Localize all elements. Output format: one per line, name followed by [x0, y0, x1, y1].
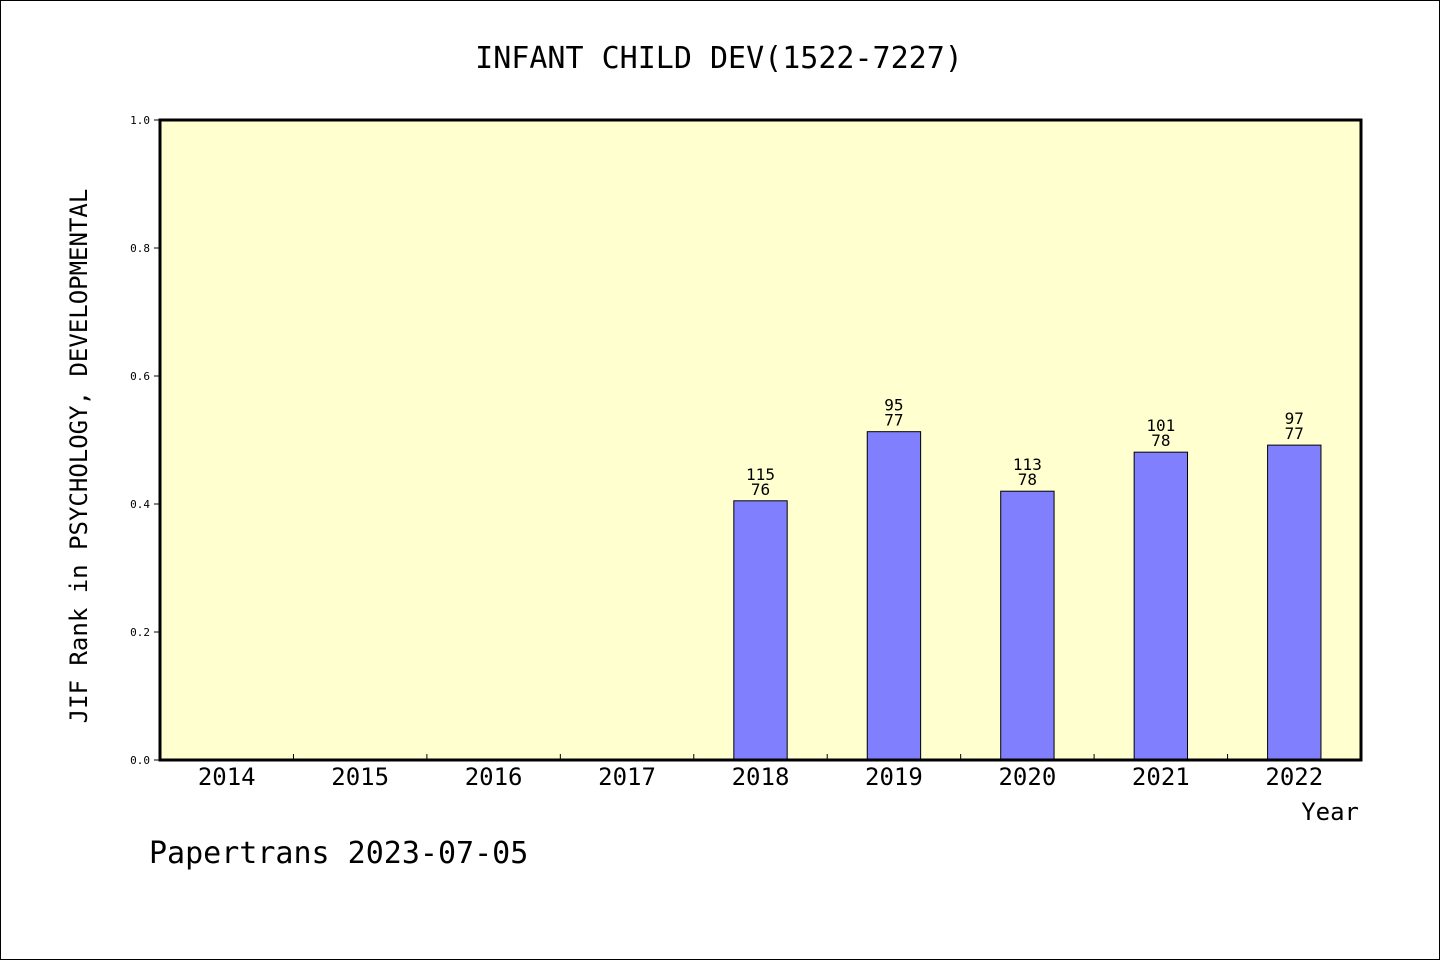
bar-2022: [1267, 444, 1322, 761]
y-tick-label: 0.0: [130, 754, 150, 767]
x-tick-label: 2016: [465, 763, 523, 791]
bar-label-rank: 77: [1285, 424, 1304, 443]
bar-label-rank: 78: [1018, 470, 1037, 489]
x-tick-label: 2020: [998, 763, 1056, 791]
y-tick-label: 1.0: [130, 114, 150, 127]
bar-label-total: 95: [884, 396, 903, 415]
y-tick-label: 0.8: [130, 242, 150, 255]
x-tick-label: 2021: [1132, 763, 1190, 791]
x-tick-label: 2015: [331, 763, 389, 791]
y-axis-label: JIF Rank in PSYCHOLOGY, DEVELOPMENTAL: [65, 189, 93, 724]
x-tick-label: 2018: [732, 763, 790, 791]
bar-label-rank: 78: [1151, 431, 1170, 450]
y-axis-ticks: 0.0 0.2 0.4 0.6 0.8 1.0: [130, 114, 160, 767]
x-axis-label: Year: [1301, 798, 1359, 826]
x-tick-label: 2022: [1265, 763, 1323, 791]
x-tick-label: 2014: [198, 763, 256, 791]
y-tick-label: 0.6: [130, 370, 150, 383]
bar-label-total: 113: [1013, 455, 1042, 474]
plot-frame: [158, 118, 1363, 762]
x-axis-ticks: 2014 2015 2016 2017 2018 2019 2020 2021 2022: [198, 754, 1323, 791]
y-tick-label: 0.4: [130, 498, 150, 511]
bar-label-total: 97: [1285, 409, 1304, 428]
bar-label-total: 101: [1146, 416, 1175, 435]
x-tick-label: 2017: [598, 763, 656, 791]
bar-2021: [1133, 451, 1189, 761]
y-tick-label: 0.2: [130, 626, 150, 639]
bar-label-total: 115: [746, 465, 775, 484]
bar-label-rank: 76: [751, 480, 770, 499]
bars-layer: [733, 431, 1322, 761]
bar-2018: [733, 500, 788, 761]
chart-title: INFANT CHILD DEV(1522-7227): [475, 41, 963, 76]
footer-credit: Papertrans 2023-07-05: [149, 836, 528, 871]
bar-label-rank: 77: [884, 411, 903, 430]
x-tick-label: 2019: [865, 763, 923, 791]
bar-2020: [1000, 490, 1055, 761]
bar-2019: [866, 431, 922, 761]
